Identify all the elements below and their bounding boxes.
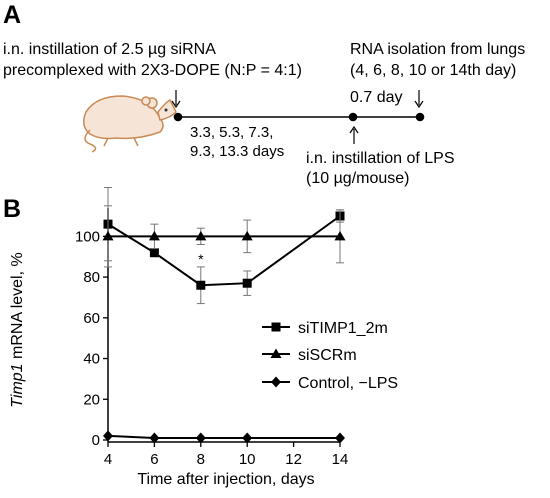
lps-text-line2: (10 µg/mouse) <box>306 170 410 187</box>
rna-text-line1: RNA isolation from lungs <box>350 41 526 58</box>
x-axis-label: Time after injection, days <box>137 471 314 488</box>
data-point <box>242 278 252 288</box>
lps-text-line1: i.n. instillation of LPS <box>306 150 455 167</box>
interval-label: 0.7 day <box>350 89 403 106</box>
series-triangle <box>102 205 346 268</box>
timeline-end-dot <box>415 112 425 122</box>
data-point <box>334 230 346 241</box>
days-text-line2: 9.3, 13.3 days <box>190 143 285 160</box>
x-tick-label: 4 <box>104 451 112 468</box>
legend-label: siTIMP1_2m <box>298 320 388 337</box>
y-axis-label-rest: mRNA level, % <box>9 252 26 364</box>
y-tick-label: 0 <box>92 432 100 449</box>
days-text-line1: 3.3, 5.3, 7.3, <box>190 124 274 141</box>
data-point <box>149 432 160 444</box>
timeline-start-dot <box>173 112 183 122</box>
y-tick-label: 100 <box>75 228 100 245</box>
data-point <box>102 230 114 241</box>
series-line <box>107 434 340 439</box>
x-tick-label: 10 <box>239 451 256 468</box>
instillation-text-line1: i.n. instillation of 2.5 µg siRNA <box>3 41 216 58</box>
data-point <box>195 432 206 444</box>
data-point <box>196 280 206 290</box>
timp1-chart: 0 20 40 60 80 100 4 6 8 10 12 14 Time after injectio… <box>75 186 398 488</box>
legend-marker <box>271 376 281 388</box>
data-point <box>242 432 253 444</box>
panel-a-label: A <box>3 1 22 29</box>
data-point <box>149 248 159 258</box>
panel-b-label: B <box>3 195 22 223</box>
x-tick-label: 8 <box>197 451 205 468</box>
rna-text-line2: (4, 6, 8, 10 or 14th day) <box>350 62 517 79</box>
y-tick-label: 20 <box>83 391 100 408</box>
y-axis-label-gene: Timp1 <box>9 363 26 408</box>
legend: siTIMP1_2m siSCRm Control, −LPS <box>262 320 398 392</box>
legend-marker <box>271 322 281 332</box>
data-point <box>241 230 253 241</box>
data-point <box>148 230 160 241</box>
data-point <box>103 430 113 442</box>
series-diamond <box>103 430 345 444</box>
y-tick-label: 80 <box>83 269 100 286</box>
y-tick-label: 60 <box>83 310 100 327</box>
y-axis-label: Timp1 mRNA level, % <box>9 252 27 407</box>
y-tick-label: 40 <box>83 351 100 368</box>
mouse-icon <box>83 95 177 153</box>
data-point <box>195 230 207 241</box>
mouse-eye <box>164 108 168 112</box>
timeline <box>171 90 425 144</box>
timeline-lps-dot <box>348 112 358 122</box>
x-tick-label: 12 <box>285 451 302 468</box>
data-point <box>335 432 345 444</box>
x-tick-label: 6 <box>150 451 158 468</box>
series-square <box>103 186 345 305</box>
legend-marker <box>270 348 282 358</box>
series-line <box>107 215 341 287</box>
instillation-text-line2: precomplexed with 2X3-DOPE (N:P = 4:1) <box>3 62 302 79</box>
significance-annotation: * <box>198 251 204 267</box>
legend-label: Control, −LPS <box>298 375 398 392</box>
x-tick-label: 14 <box>332 451 349 468</box>
legend-label: siSCRm <box>298 347 357 364</box>
